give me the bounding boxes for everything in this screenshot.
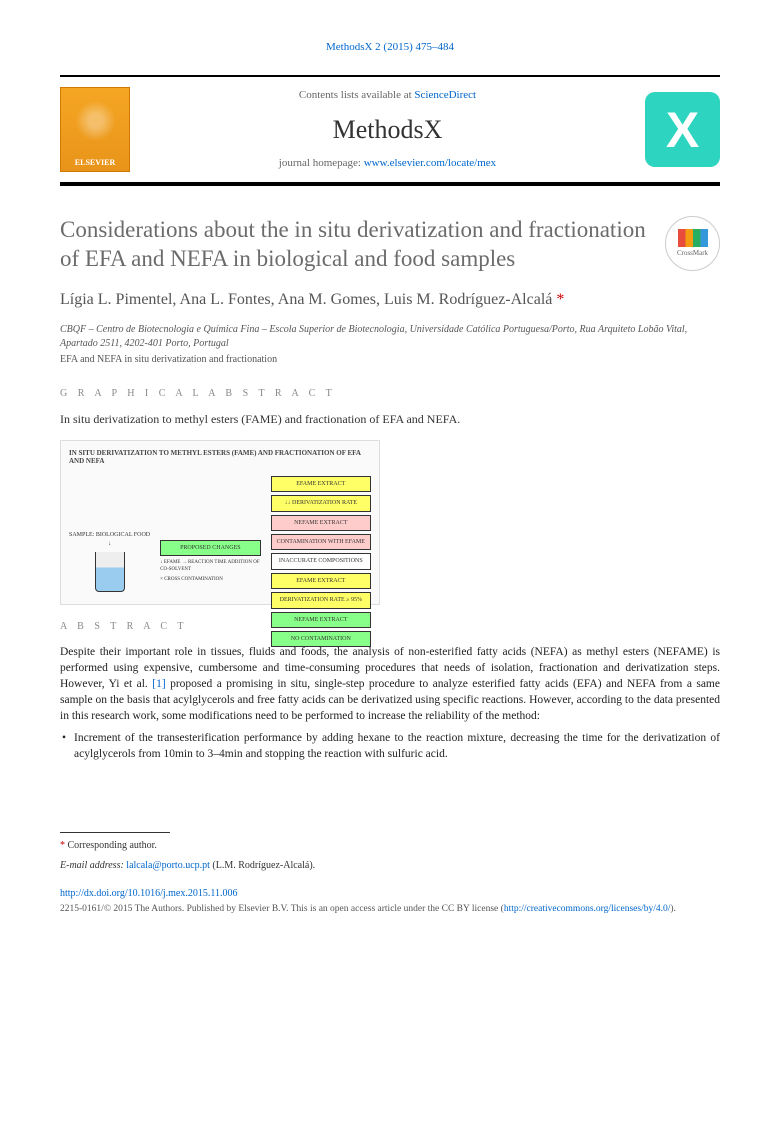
homepage-link[interactable]: www.elsevier.com/locate/mex [364,157,496,169]
ga-box-efame1b: ↓↓ DERIVATIZATION RATE [271,495,371,511]
crossmark-label: CrossMark [677,249,708,259]
methodsx-logo: X [645,92,720,167]
email-label: E-mail address: [60,860,126,871]
ga-sample-label: SAMPLE: BIOLOGICAL FOOD [69,531,150,539]
ga-sample-col: SAMPLE: BIOLOGICAL FOOD ↓ [69,531,150,592]
graphical-abstract-caption: In situ derivatization to methyl esters … [60,411,720,428]
affiliation: CBQF – Centro de Biotecnologia e Química… [60,323,720,351]
elsevier-label: ELSEVIER [75,157,115,168]
running-title: EFA and NEFA in situ derivatization and … [60,353,720,367]
authors: Lígia L. Pimentel, Ana L. Fontes, Ana M.… [60,289,720,311]
star-icon: * [60,840,65,851]
beaker-icon [95,552,125,592]
ga-changes-box: PROPOSED CHANGES [160,540,260,556]
graphical-abstract-label: G R A P H I C A L A B S T R A C T [60,387,720,401]
elsevier-logo: ELSEVIER [60,87,130,172]
contents-text: Contents lists available at [299,89,414,101]
crossmark-badge[interactable]: CrossMark [665,216,720,271]
ga-changes-col: PROPOSED CHANGES ↓ EFAME → REACTION TIME… [160,540,260,583]
ga-box-nefame2: NEFAME EXTRACT [271,612,371,628]
ga-box-nefame1: NEFAME EXTRACT [271,515,371,531]
ref-link-1[interactable]: [1] [152,678,165,690]
footnote-rule [60,832,170,833]
journal-name: MethodsX [130,112,645,148]
ga-box-efame1: EFAME EXTRACT [271,476,371,492]
author-names: Lígia L. Pimentel, Ana L. Fontes, Ana M.… [60,291,552,308]
citation-link[interactable]: MethodsX 2 (2015) 475–484 [326,41,454,53]
ga-box-efame2: EFAME EXTRACT [271,573,371,589]
contents-line: Contents lists available at ScienceDirec… [130,88,645,103]
ga-box-efame2b: DERIVATIZATION RATE ≥ 95% [271,592,371,608]
issn: 2215-0161/ [60,904,104,914]
ga-change2: × CROSS CONTAMINATION [160,576,260,583]
corresponding-label: Corresponding author. [68,840,157,851]
email-link[interactable]: lalcala@porto.ucp.pt [126,860,210,871]
homepage-line: journal homepage: www.elsevier.com/locat… [130,156,645,171]
doi-line: http://dx.doi.org/10.1016/j.mex.2015.11.… [60,887,720,901]
graphical-abstract-figure: IN SITU DERIVATIZATION TO METHYL ESTERS … [60,440,380,605]
ga-change1: ↓ EFAME → REACTION TIME ADDITION OF CO-S… [160,559,260,573]
ga-box-inaccurate: INACCURATE COMPOSITIONS [271,553,371,569]
corresponding-star-icon: * [556,291,564,308]
arrow-down-icon: ↓ [108,540,111,548]
journal-header: ELSEVIER Contents lists available at Sci… [60,75,720,186]
article-title: Considerations about the in situ derivat… [60,216,650,274]
ga-result-col-1: EFAME EXTRACT ↓↓ DERIVATIZATION RATE NEF… [271,476,371,648]
ga-box-nefame2b: NO CONTAMINATION [271,631,371,647]
sciencedirect-link[interactable]: ScienceDirect [414,89,476,101]
bullet-text-1: Increment of the transesterification per… [74,730,720,762]
email-footnote: E-mail address: lalcala@porto.ucp.pt (L.… [60,859,720,873]
citation-line: MethodsX 2 (2015) 475–484 [60,40,720,55]
email-suffix: (L.M. Rodríguez-Alcalá). [210,860,315,871]
ga-figure-title: IN SITU DERIVATIZATION TO METHYL ESTERS … [69,449,371,466]
cc-link[interactable]: http://creativecommons.org/licenses/by/4… [504,904,671,914]
abstract-bullet-1: • Increment of the transesterification p… [60,730,720,762]
title-row: Considerations about the in situ derivat… [60,216,720,274]
abstract-text: Despite their important role in tissues,… [60,644,720,762]
copyright-text-a: © 2015 The Authors. Published by Elsevie… [104,904,504,914]
corresponding-footnote: * Corresponding author. [60,839,720,853]
header-center: Contents lists available at ScienceDirec… [130,88,645,171]
copyright-text-b: ). [670,904,676,914]
ga-box-nefame1b: CONTAMINATION WITH EFAME [271,534,371,550]
doi-link[interactable]: http://dx.doi.org/10.1016/j.mex.2015.11.… [60,888,238,899]
copyright-line: 2215-0161/© 2015 The Authors. Published … [60,903,720,916]
bullet-icon: • [62,730,66,762]
homepage-label: journal homepage: [279,157,364,169]
